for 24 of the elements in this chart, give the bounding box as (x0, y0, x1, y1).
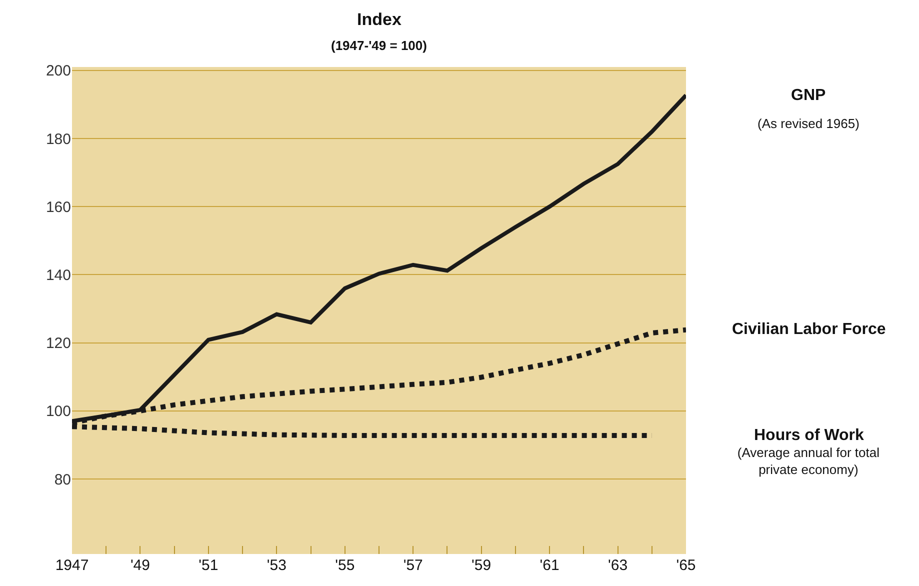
x-tick-label: '59 (472, 557, 492, 574)
y-tick-label: 80 (54, 471, 71, 488)
x-tick-label: '61 (540, 557, 560, 574)
text: GNP (791, 87, 826, 104)
x-tick-label: '65 (676, 557, 696, 574)
text: (Average annual for total private economy) (737, 445, 880, 477)
x-tick-label: '57 (403, 557, 423, 574)
y-tick-label: 120 (46, 335, 71, 352)
x-tick-label: 1947 (55, 557, 89, 574)
y-tick-label: 200 (46, 62, 71, 80)
chart-subtitle: (1947-'49 = 100) (331, 38, 427, 53)
y-tick-label: 160 (46, 198, 71, 216)
y-tick-label: 140 (46, 266, 71, 284)
x-tick-label: '49 (130, 557, 150, 574)
y-tick-label: 180 (46, 130, 71, 148)
x-tick-label: '63 (608, 557, 628, 574)
x-tick-label: '53 (266, 557, 286, 574)
text: Hours of Work (754, 427, 864, 444)
x-tick-label: '51 (198, 557, 218, 574)
x-tick-label: '55 (335, 557, 355, 574)
chart-title: Index (357, 10, 402, 29)
text: Civilian Labor Force (732, 321, 886, 338)
y-tick-label: 100 (46, 403, 71, 420)
text: (As revised 1965) (758, 116, 860, 131)
